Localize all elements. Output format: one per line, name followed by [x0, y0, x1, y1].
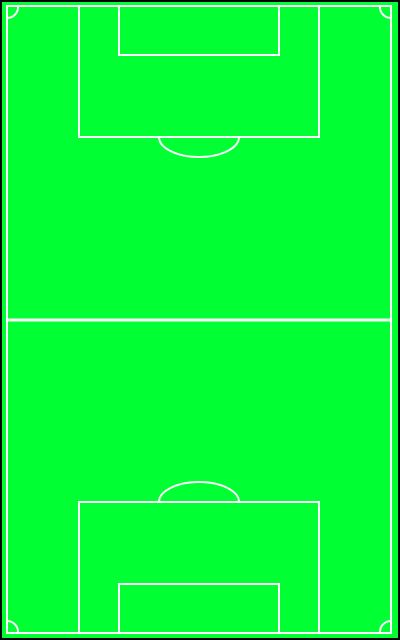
pitch-markings: [6, 5, 392, 634]
penalty-arc-bottom: [158, 481, 240, 503]
corner-arc-top-left: [6, 5, 20, 20]
corner-arc-top-right: [378, 5, 392, 20]
goal-area-top: [118, 5, 280, 56]
goal-area-bottom: [118, 583, 280, 634]
corner-arc-bottom-right: [378, 619, 392, 634]
penalty-arc-top: [158, 136, 240, 158]
corner-arc-bottom-left: [6, 619, 20, 634]
